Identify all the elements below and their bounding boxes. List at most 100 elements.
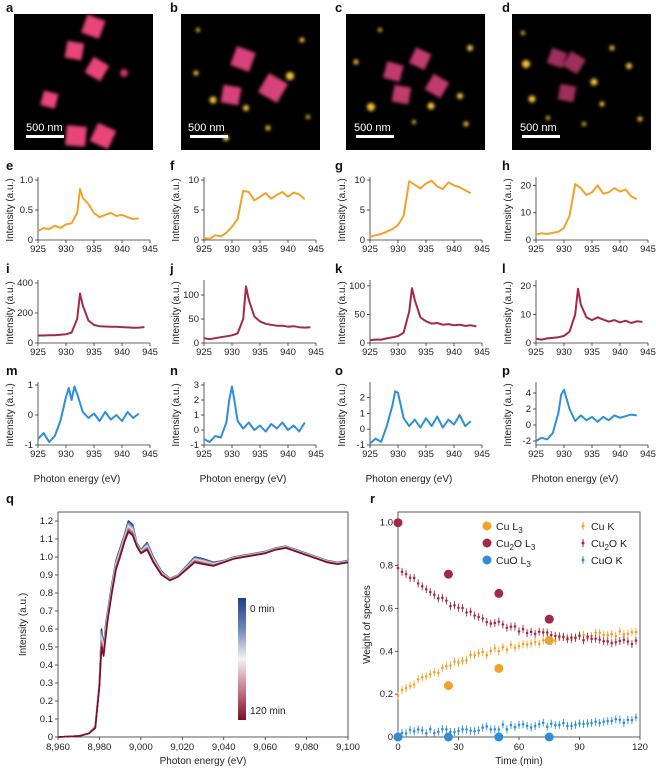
xlabel-p: Photon energy (eV)	[532, 474, 619, 485]
y-tick-label-q: 1.2	[40, 516, 53, 527]
y-tick-label-p: 2	[526, 404, 531, 415]
xlabel-n: Photon energy (eV)	[200, 474, 287, 485]
point-cuo-k	[586, 722, 589, 725]
point-cu2o-k	[457, 606, 460, 609]
x-tick-label-e: 935	[86, 244, 102, 255]
y-tick-label-n: 1	[194, 410, 199, 421]
point-cu2o-k	[626, 640, 630, 643]
x-tick-label-r: 90	[574, 742, 585, 753]
panel-label-p: p	[502, 363, 510, 378]
spectrum-line-o	[369, 390, 472, 445]
x-tick-label-h: 930	[556, 244, 572, 255]
y-tick-label-n: 0	[194, 425, 199, 436]
legend-marker-cu2o-l3	[482, 538, 492, 548]
point-cu2o-k	[489, 622, 493, 625]
point-cuo-k	[416, 728, 420, 731]
point-cu2o-k	[558, 635, 561, 638]
point-cu2o-k	[481, 617, 485, 620]
x-tick-label-f: 935	[252, 244, 268, 255]
x-tick-label-g: 935	[418, 244, 434, 255]
x-tick-label-e: 925	[30, 244, 46, 255]
x-tick-label-q: 9,040	[212, 742, 236, 753]
legend-marker-cu-l3	[482, 521, 492, 531]
y-tick-label-r: 0.2	[380, 689, 393, 700]
image-panel-d: d 500 nm	[502, 0, 651, 150]
panel-label-g: g	[335, 158, 343, 173]
y-tick-label-q: 0.8	[40, 588, 53, 599]
point-cu2o-k	[416, 582, 420, 585]
point-cu-k	[408, 684, 412, 688]
point-cuo-k	[437, 730, 440, 734]
x-tick-label-i: 945	[142, 347, 158, 358]
x-tick-label-j: 930	[224, 347, 240, 358]
scale-bar-b	[190, 135, 228, 138]
x-tick-label-q: 9,060	[253, 742, 277, 753]
panel-label-e: e	[6, 158, 13, 173]
particles-b	[193, 28, 310, 141]
x-tick-label-g: 930	[390, 244, 406, 255]
x-tick-label-o: 945	[474, 449, 490, 460]
spectrum-line-i	[38, 292, 145, 337]
y-tick-label-p: 0	[526, 420, 531, 431]
point-cuo-k	[598, 721, 601, 725]
x-label-q: Photon energy (eV)	[160, 756, 247, 767]
panel-r-chart: 0 30 60 90 120 0 0.2 0.4 0.6 0.8 1.0 Time (min) Weig…	[362, 511, 648, 767]
x-tick-label-h: 945	[640, 244, 656, 255]
micrograph-d	[512, 14, 651, 150]
scale-bar-d	[522, 135, 560, 138]
x-tick-label-i: 935	[86, 347, 102, 358]
colorbar-bottom-label: 120 min	[250, 706, 286, 717]
y-tick-label-g: 5	[360, 205, 365, 216]
x-tick-label-r: 60	[514, 742, 525, 753]
point-cu-k	[445, 664, 448, 668]
y-tick-label-e: 0	[28, 235, 33, 246]
point-cuo-k	[457, 729, 460, 733]
point-cu2o-k	[433, 593, 436, 597]
image-panel-b: b 500 nm	[170, 0, 320, 150]
point-cu2o-k	[449, 604, 452, 608]
point-cuo-k	[465, 728, 468, 731]
point-cuo-k	[501, 723, 505, 726]
y-tick-label-o: 0	[360, 424, 365, 435]
point-cuo-k	[517, 723, 521, 727]
point-cu2o-k	[493, 621, 497, 625]
point-cu-k	[481, 650, 485, 654]
x-tick-label-k: 935	[418, 347, 434, 358]
point-cu2o-k	[477, 615, 480, 619]
colorbar	[238, 598, 246, 720]
spectrum-line-l	[535, 287, 643, 341]
x-tick-label-g: 925	[362, 244, 378, 255]
dot-cuo-l3	[443, 732, 453, 742]
y-tick-label-f: 0	[194, 235, 199, 246]
spectrum-plot-m: m 925 930 935 940 945 -1 0 1 Intensity (a.u.)	[5, 363, 158, 460]
point-cu-k	[606, 633, 610, 637]
x-tick-label-f: 945	[308, 244, 324, 255]
spectrum-line-j	[203, 285, 311, 341]
point-cu2o-k	[566, 637, 569, 641]
y-tick-label-l: 20	[520, 281, 531, 292]
x-tick-label-o: 940	[446, 449, 462, 460]
panel-label-b: b	[170, 0, 178, 15]
point-cu2o-k	[529, 630, 533, 634]
x-tick-label-n: 940	[280, 449, 296, 460]
point-cu-k	[433, 670, 436, 674]
panel-label-n: n	[170, 363, 178, 378]
point-cuo-k	[541, 721, 545, 724]
point-cu-k	[497, 649, 501, 653]
point-cu2o-k	[445, 599, 448, 602]
y-label-i: Intensity (a.u.)	[5, 281, 16, 344]
x-tick-label-q: 8,980	[88, 742, 112, 753]
panel-label-d: d	[502, 0, 510, 15]
x-tick-label-q: 9,000	[129, 742, 153, 753]
x-tick-label-l: 940	[612, 347, 628, 358]
point-cu-k	[525, 643, 529, 646]
y-tick-label-k: 100	[349, 281, 365, 292]
point-cu2o-k	[509, 625, 513, 628]
point-cuo-k	[473, 729, 476, 733]
panel-label-k: k	[335, 261, 343, 276]
point-cuo-k	[554, 723, 557, 727]
y-tick-label-q: 0	[48, 732, 53, 743]
point-cu-k	[420, 675, 424, 679]
